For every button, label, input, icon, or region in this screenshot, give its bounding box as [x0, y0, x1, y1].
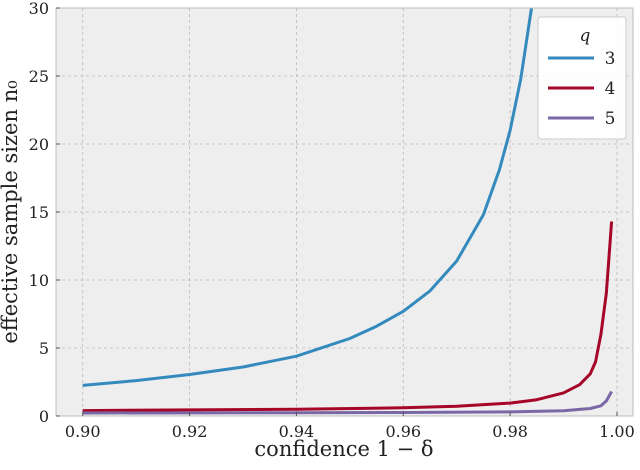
y-tick-label: 25 [29, 67, 49, 86]
legend-title: q [580, 26, 591, 46]
legend-label-q4: 4 [605, 79, 616, 99]
x-axis-title: confidence 1 − δ [254, 437, 433, 461]
y-axis-title: effective sample sizen n₀ [0, 80, 22, 343]
legend-label-q3: 3 [605, 49, 616, 69]
x-tick-label: 1.00 [599, 422, 635, 441]
y-tick-label: 15 [29, 203, 49, 222]
x-tick-label: 0.96 [385, 422, 421, 441]
series-line-q5 [82, 390, 613, 415]
series-layer [82, 7, 614, 415]
series-line-q4 [82, 221, 614, 413]
y-tick-label: 30 [29, 0, 49, 18]
x-tick-label: 0.90 [65, 422, 101, 441]
legend-box [537, 16, 627, 140]
y-tick-label: 20 [29, 135, 49, 154]
x-tick-label: 0.94 [279, 422, 315, 441]
x-tick-label: 0.98 [492, 422, 528, 441]
legend: q 3 4 5 [537, 16, 627, 140]
legend-entries: 3 4 5 [548, 49, 615, 129]
x-tick-label: 0.92 [172, 422, 208, 441]
y-tick-label: 5 [39, 339, 49, 358]
y-tick-label: 10 [29, 271, 49, 290]
y-tick-label: 0 [39, 407, 49, 426]
legend-label-q5: 5 [605, 109, 616, 129]
series-line-q3 [82, 7, 533, 387]
tick-labels: 0.90 0.92 0.94 0.96 0.98 1.00 0 5 10 15 20 25 30 [29, 0, 635, 441]
